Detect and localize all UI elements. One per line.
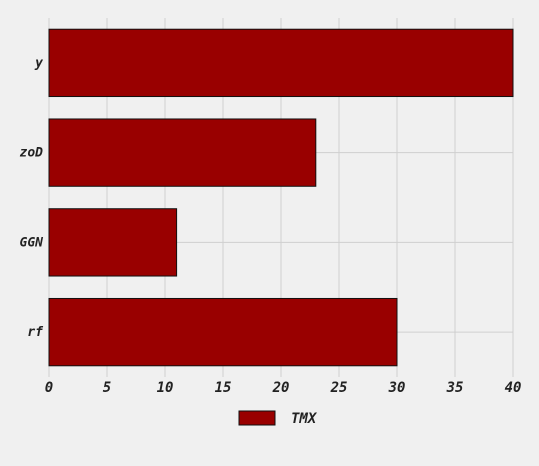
y-tick-label: y [34, 56, 43, 71]
x-tick-label: 15 [215, 380, 232, 396]
x-tick-label: 20 [272, 380, 290, 396]
x-tick-label: 30 [388, 380, 406, 396]
bar-rf[interactable] [48, 297, 398, 367]
y-tick-label: zoD [20, 146, 44, 161]
axis-layer: 0 5 10 15 20 25 30 35 40 y zoD GGN rf [20, 56, 522, 396]
x-tick-label: 35 [446, 380, 464, 396]
bars-layer [48, 28, 514, 367]
bar-y[interactable] [48, 28, 514, 98]
bar-zoD[interactable] [48, 118, 317, 187]
bar-GGN[interactable] [48, 208, 178, 277]
y-tick-label: GGN [20, 235, 44, 250]
legend-label: TMX [291, 411, 318, 427]
x-tick-label: 40 [505, 380, 522, 396]
legend: TMX [238, 410, 318, 427]
x-tick-label: 0 [45, 380, 53, 396]
x-tick-label: 5 [103, 380, 111, 396]
x-tick-label: 10 [157, 380, 174, 396]
legend-swatch [238, 410, 276, 426]
y-tick-label: rf [27, 325, 44, 340]
x-tick-label: 25 [330, 380, 348, 396]
